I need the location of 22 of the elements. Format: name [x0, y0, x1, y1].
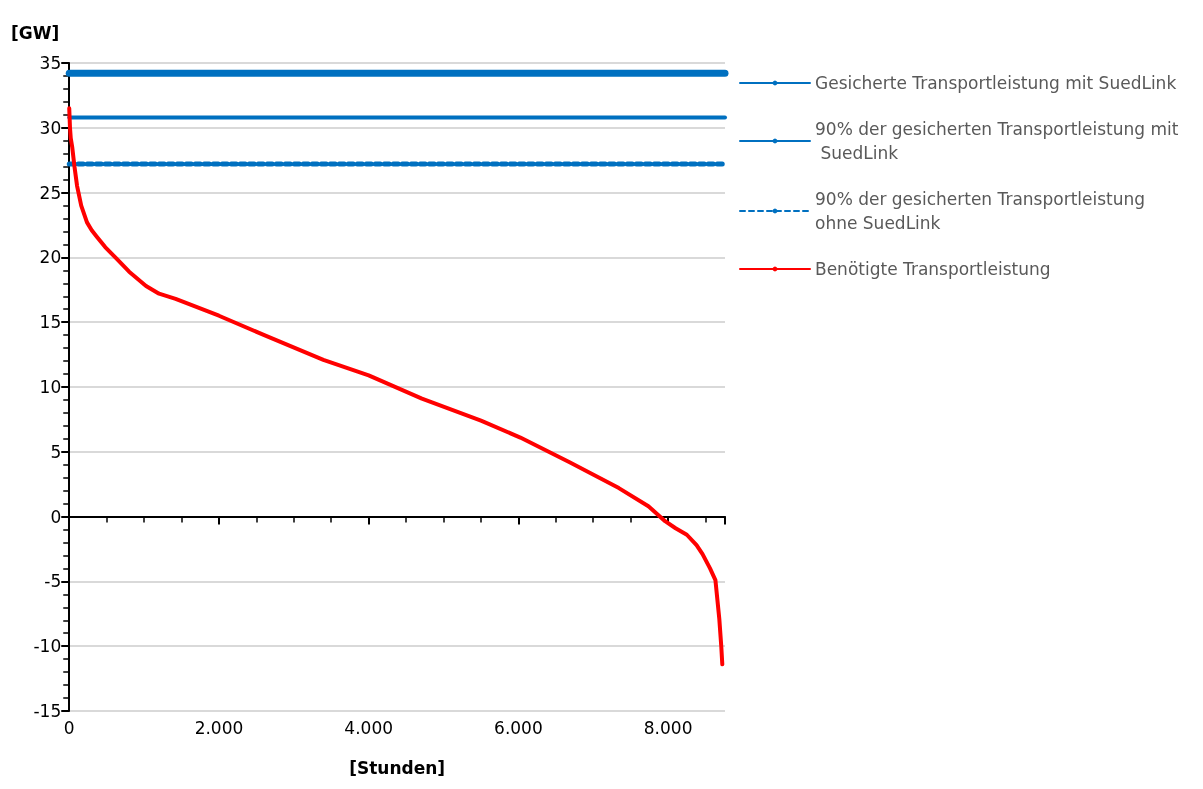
y-tick-label: 10: [39, 377, 62, 397]
y-tick-label: 25: [39, 182, 62, 203]
x-tick-label: 0: [63, 717, 75, 738]
x-axis-title: [Stunden]: [349, 757, 446, 778]
y-tick-label: 30: [39, 117, 62, 138]
x-tick-label: 8.000: [643, 717, 693, 738]
y-tick-label: 35: [39, 53, 62, 73]
y-tick-label: -5: [44, 571, 62, 592]
legend-label: 90% der gesicherten Transportleistung ohne SuedLink: [815, 189, 1151, 233]
y-tick-label: -10: [33, 636, 62, 657]
legend-label: 90% der gesicherten Transportleistung mit SuedLink: [815, 119, 1179, 163]
y-tick-label: 5: [50, 441, 62, 462]
y-axis-title: [GW]: [10, 22, 60, 43]
legend-label: Gesicherte Transportleistung mit SuedLink: [815, 73, 1177, 93]
x-tick-label: 4.000: [344, 717, 394, 738]
y-tick-label: 0: [50, 506, 62, 527]
x-tick-label: 6.000: [494, 717, 543, 738]
x-tick-label: 2.000: [194, 717, 244, 738]
legend-label: Benötigte Transportleistung: [815, 259, 1051, 279]
y-tick-label: 15: [39, 312, 62, 333]
y-tick-label: 20: [39, 247, 62, 268]
y-tick-label: -15: [33, 701, 62, 721]
